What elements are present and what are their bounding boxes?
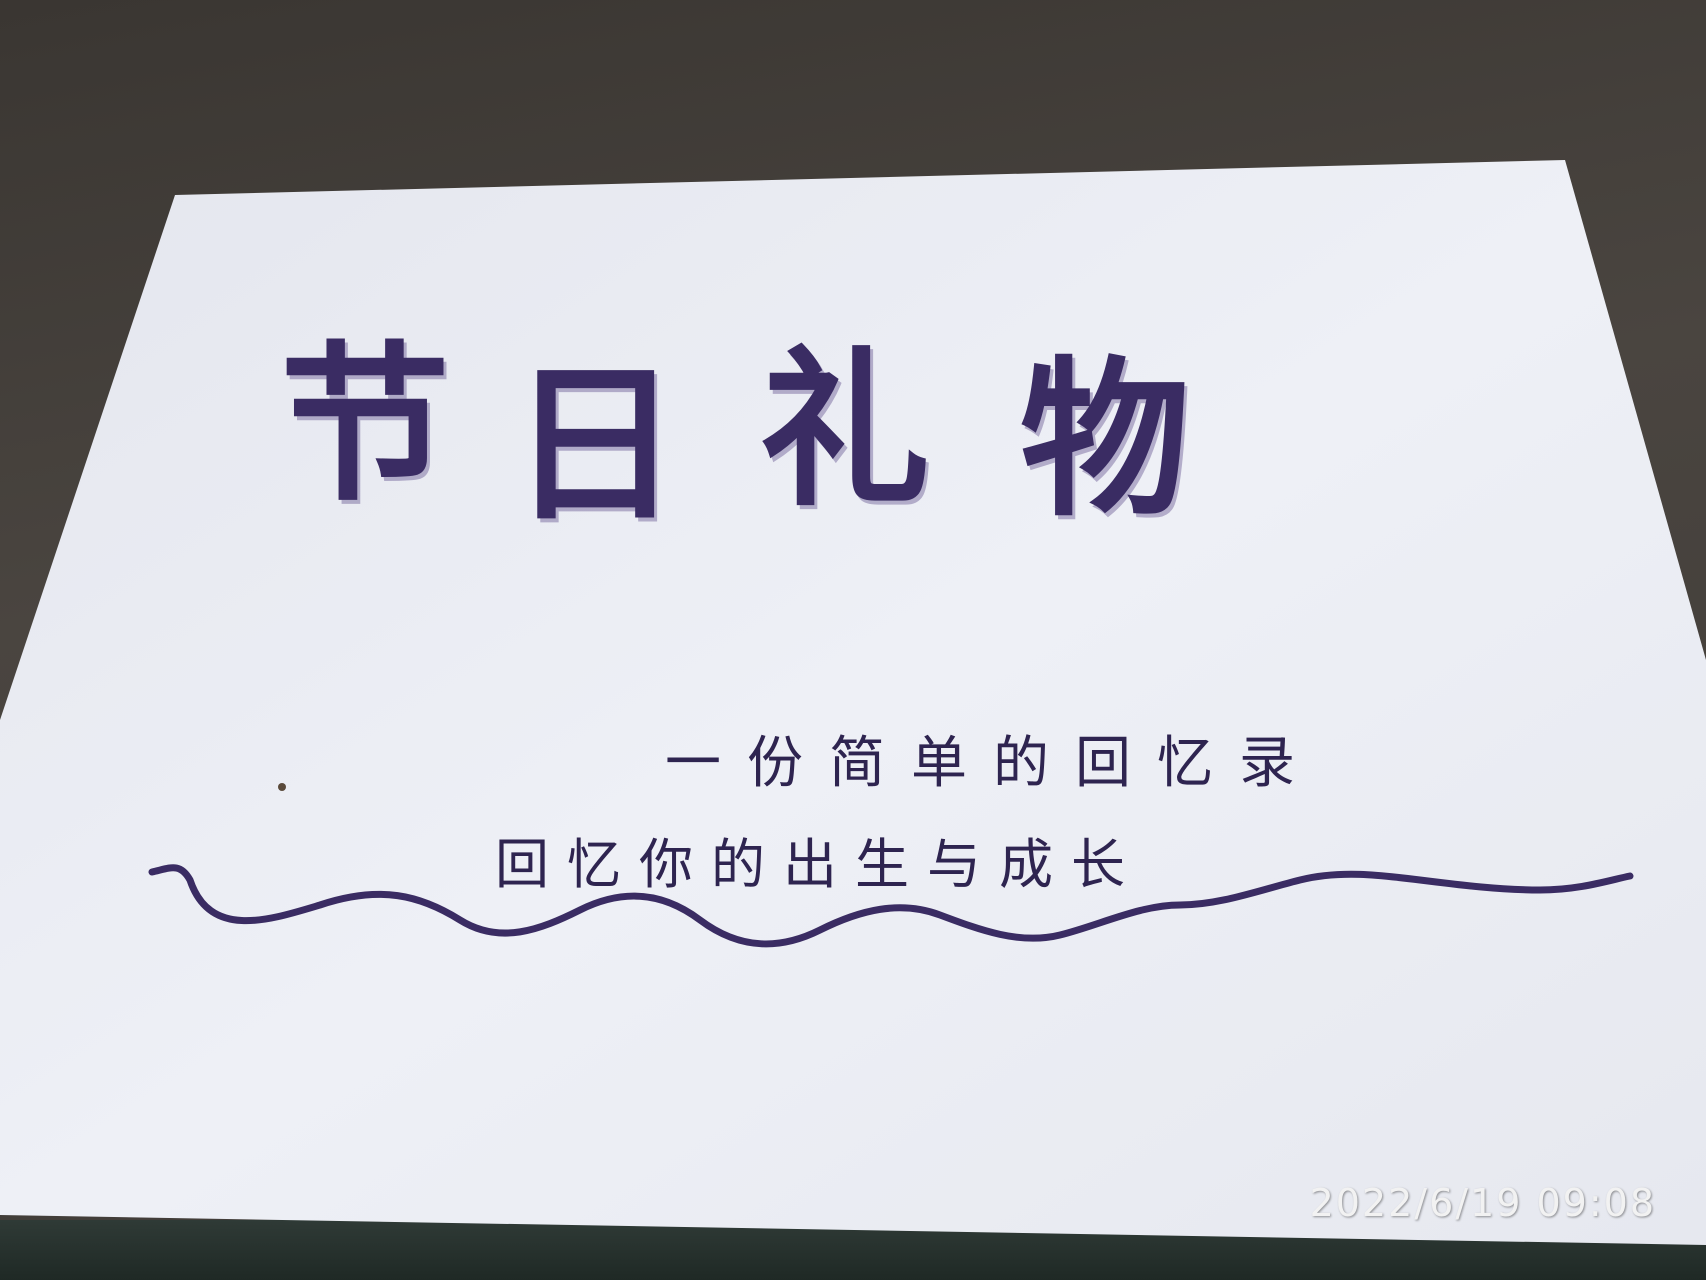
title-char-2: 日 (510, 345, 681, 545)
subtitle-text: 一份简单的回忆录 (665, 731, 1321, 796)
photo-timestamp: 2022/6/19 09:08 (1309, 1181, 1656, 1225)
wavy-underline (148, 864, 1634, 948)
title-char-4: 物 (1020, 340, 1191, 540)
subline-text: 回忆你的出生与成长 (495, 833, 1143, 896)
title-char-3: 礼 (760, 330, 931, 530)
title-char-1: 节 (280, 325, 451, 525)
